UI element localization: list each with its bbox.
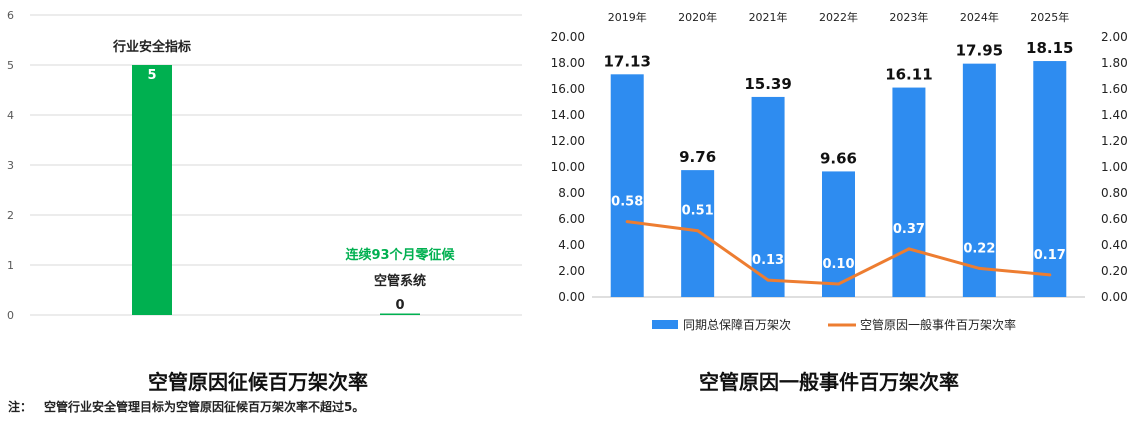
x-tick-label: 2019年 — [608, 10, 647, 24]
line-value-label: 0.58 — [611, 195, 643, 210]
line-value-label: 0.10 — [822, 257, 854, 272]
bar-value-label: 17.13 — [603, 52, 650, 70]
y-tick-label: 1 — [7, 259, 14, 272]
bar-value-label: 0 — [395, 298, 404, 313]
y2-tick-label: 0.20 — [1101, 264, 1128, 278]
bar — [132, 65, 172, 315]
line-point — [625, 220, 629, 224]
bar-value-label: 9.66 — [820, 149, 857, 167]
y2-tick-label: 1.00 — [1101, 160, 1128, 174]
bar — [610, 74, 644, 297]
bar-value-label: 16.11 — [885, 66, 932, 84]
line-value-label: 0.51 — [682, 204, 714, 219]
y-tick-label: 6 — [7, 9, 14, 22]
line-point — [907, 247, 911, 251]
annotation-label: 连续93个月零征候 — [345, 247, 455, 263]
line-value-label: 0.13 — [752, 253, 784, 268]
line-value-label: 0.22 — [963, 241, 995, 256]
bar-value-label: 5 — [147, 68, 156, 83]
y2-tick-label: 0.60 — [1101, 212, 1128, 226]
y-tick-label: 16.00 — [551, 82, 585, 96]
line-point — [837, 282, 840, 286]
y-tick-label: 5 — [7, 59, 14, 72]
legend-label: 空管原因一般事件百万架次率 — [860, 317, 1016, 332]
footnote-text: 空管行业安全管理目标为空管原因征候百万架次率不超过5。 — [44, 400, 365, 414]
y-tick-label: 3 — [7, 159, 14, 172]
footnote-lead: 注： — [8, 400, 33, 414]
y-tick-label: 0 — [7, 309, 14, 322]
right-chart-panel: 0.00 2.00 4.00 6.00 8.00 10.00 12.00 14.00 16.00… — [540, 0, 1141, 360]
y2-tick-label: 2.00 — [1101, 30, 1128, 44]
bar — [822, 171, 855, 297]
y-tick-label: 10.00 — [551, 160, 585, 174]
left-chart-panel: 0 1 2 3 4 5 6 5 行业安全指标 0 空管系统 连续93个月零征候 — [0, 0, 540, 360]
y-tick-label: 0.00 — [558, 290, 585, 304]
x-tick-label: 2023年 — [889, 10, 928, 24]
right-chart: 0.00 2.00 4.00 6.00 8.00 10.00 12.00 14.00 16.00… — [551, 10, 1128, 332]
y2-tick-label: 0.80 — [1101, 186, 1128, 200]
bar-value-label: 17.95 — [956, 42, 1003, 60]
y-tick-label: 4.00 — [558, 238, 585, 252]
bar — [380, 313, 420, 315]
y-tick-label: 2.00 — [558, 264, 585, 278]
line-point — [696, 229, 700, 233]
y2-tick-label: 0.40 — [1101, 238, 1128, 252]
bar — [681, 170, 715, 297]
y2-tick-label: 1.40 — [1101, 108, 1128, 122]
left-chart-title: 空管原因征候百万架次率 — [148, 370, 368, 394]
y-tick-label: 8.00 — [558, 186, 585, 200]
bar — [1033, 61, 1067, 297]
y-tick-label: 2 — [7, 209, 14, 222]
y-tick-label: 14.00 — [551, 108, 585, 122]
line-point — [977, 266, 981, 270]
y-tick-label: 4 — [7, 109, 14, 122]
category-label: 行业安全指标 — [112, 39, 191, 55]
y2-tick-label: 1.20 — [1101, 134, 1128, 148]
bar-value-label: 9.76 — [679, 148, 716, 166]
y-tick-label: 12.00 — [551, 134, 585, 148]
bar-value-label: 15.39 — [744, 75, 791, 93]
right-chart-title: 空管原因一般事件百万架次率 — [699, 370, 959, 394]
bar — [962, 63, 996, 298]
y2-tick-label: 0.00 — [1101, 290, 1128, 304]
left-chart: 0 1 2 3 4 5 6 5 行业安全指标 0 空管系统 连续93个月零征候 — [7, 9, 522, 322]
y-tick-label: 20.00 — [551, 30, 585, 44]
line-value-label: 0.17 — [1034, 248, 1066, 263]
x-tick-label: 2020年 — [678, 10, 717, 24]
x-tick-label: 2021年 — [749, 10, 788, 24]
bar-value-label: 18.15 — [1026, 39, 1073, 57]
line-point — [766, 278, 770, 282]
x-tick-label: 2024年 — [960, 10, 999, 24]
bar — [751, 96, 785, 298]
line-value-label: 0.37 — [893, 222, 925, 237]
y2-tick-label: 1.80 — [1101, 56, 1128, 70]
bar — [892, 87, 926, 297]
y2-tick-label: 1.60 — [1101, 82, 1128, 96]
x-tick-label: 2022年 — [819, 10, 858, 24]
y-tick-label: 18.00 — [551, 56, 585, 70]
line-point — [1048, 273, 1052, 277]
category-label: 空管系统 — [374, 273, 426, 289]
y-tick-label: 6.00 — [558, 212, 585, 226]
x-tick-label: 2025年 — [1030, 10, 1069, 24]
legend-swatch-bars — [652, 320, 678, 329]
footnote: 注： 空管行业安全管理目标为空管原因征候百万架次率不超过5。 — [8, 398, 364, 415]
legend-label: 同期总保障百万架次 — [683, 317, 791, 332]
